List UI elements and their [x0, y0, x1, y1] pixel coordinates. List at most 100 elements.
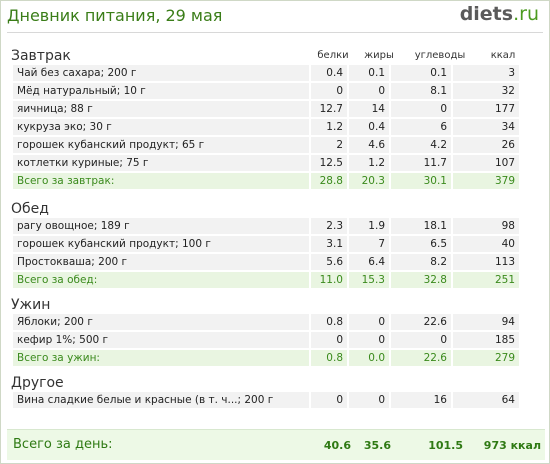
value-kcal: 64: [453, 392, 519, 408]
page-title: Дневник питания, 29 мая: [7, 6, 223, 25]
logo-tld: .ru: [513, 3, 539, 25]
value-protein: 0.8: [311, 350, 347, 366]
food-name: котлетки куриные; 75 г: [13, 155, 309, 171]
value-fat: 14: [349, 101, 389, 117]
section-header: Ужин: [1, 294, 549, 314]
value-protein: 1.2: [311, 119, 347, 135]
section-total-row: Всего за завтрак: 28.8 20.3 30.1 379: [1, 173, 549, 191]
food-name: яичница; 88 г: [13, 101, 309, 117]
food-row[interactable]: кукруза эко; 30 г 1.2 0.4 6 34: [1, 119, 549, 137]
meal-section: Ужин Яблоки; 200 г 0.8 0 22.6 94 кефир 1%; 500…: [1, 294, 549, 368]
food-row[interactable]: Чай без сахара; 200 г 0.4 0.1 0.1 3: [1, 65, 549, 83]
food-row[interactable]: Мёд натуральный; 10 г 0 0 8.1 32: [1, 83, 549, 101]
value-fat: 20.3: [349, 173, 389, 189]
meal-section: Другое Вина сладкие белые и красные (в т.…: [1, 372, 549, 410]
value-protein: 0: [311, 332, 347, 348]
value-kcal: 113: [453, 254, 519, 270]
value-kcal: 251: [453, 272, 519, 288]
value-kcal: 279: [453, 350, 519, 366]
column-header-protein: белки: [317, 50, 349, 61]
meal-section: Обед рагу овощное; 189 г 2.3 1.9 18.1 98 горош…: [1, 198, 549, 290]
section-header: Завтрак белки жиры углеводы ккал: [1, 45, 549, 65]
value-kcal: 3: [453, 65, 519, 81]
value-kcal: 379: [453, 173, 519, 189]
value-fat: 0.1: [349, 65, 389, 81]
value-protein: 11.0: [311, 272, 347, 288]
food-name: Простокваша; 200 г: [13, 254, 309, 270]
column-header-kcal: ккал: [490, 50, 516, 61]
value-carbs: 32.8: [391, 272, 451, 288]
food-row[interactable]: Простокваша; 200 г 5.6 6.4 8.2 113: [1, 254, 549, 272]
value-carbs: 30.1: [391, 173, 451, 189]
value-kcal: 185: [453, 332, 519, 348]
value-protein: 28.8: [311, 173, 347, 189]
food-row[interactable]: горошек кубанский продукт; 65 г 2 4.6 4.2 26: [1, 137, 549, 155]
value-kcal: 98: [453, 218, 519, 234]
section-header: Обед: [1, 198, 549, 218]
value-protein: 3.1: [311, 236, 347, 252]
value-protein: 12.5: [311, 155, 347, 171]
value-carbs: 0: [391, 332, 451, 348]
value-kcal: 107: [453, 155, 519, 171]
food-name: Мёд натуральный; 10 г: [13, 83, 309, 99]
day-total-protein: 40.6: [323, 439, 351, 452]
value-fat: 4.6: [349, 137, 389, 153]
food-name: кукруза эко; 30 г: [13, 119, 309, 135]
food-row[interactable]: яичница; 88 г 12.7 14 0 177: [1, 101, 549, 119]
section-total-label: Всего за обед:: [13, 272, 309, 288]
value-fat: 7: [349, 236, 389, 252]
value-kcal: 40: [453, 236, 519, 252]
logo-main: diets: [459, 3, 514, 25]
food-row[interactable]: котлетки куриные; 75 г 12.5 1.2 11.7 107: [1, 155, 549, 173]
food-row[interactable]: рагу овощное; 189 г 2.3 1.9 18.1 98: [1, 218, 549, 236]
value-carbs: 18.1: [391, 218, 451, 234]
value-fat: 0: [349, 83, 389, 99]
value-kcal: 94: [453, 314, 519, 330]
value-kcal: 32: [453, 83, 519, 99]
food-name: Яблоки; 200 г: [13, 314, 309, 330]
value-protein: 5.6: [311, 254, 347, 270]
value-fat: 1.2: [349, 155, 389, 171]
value-carbs: 4.2: [391, 137, 451, 153]
day-total-kcal: 973 ккал: [483, 439, 541, 452]
meal-section: Завтрак белки жиры углеводы ккал Чай без саха…: [1, 45, 549, 191]
food-row[interactable]: Яблоки; 200 г 0.8 0 22.6 94: [1, 314, 549, 332]
value-fat: 0.0: [349, 350, 389, 366]
food-row[interactable]: горошек кубанский продукт; 100 г 3.1 7 6.5 4…: [1, 236, 549, 254]
value-carbs: 8.2: [391, 254, 451, 270]
section-header: Другое: [1, 372, 549, 392]
section-total-row: Всего за ужин: 0.8 0.0 22.6 279: [1, 350, 549, 368]
value-carbs: 6.5: [391, 236, 451, 252]
value-kcal: 34: [453, 119, 519, 135]
site-logo[interactable]: diets.ru: [460, 3, 539, 25]
day-total-label: Всего за день:: [13, 437, 113, 452]
section-title: Завтрак: [11, 48, 71, 64]
value-fat: 15.3: [349, 272, 389, 288]
section-title: Ужин: [11, 297, 51, 313]
food-row[interactable]: кефир 1%; 500 г 0 0 0 185: [1, 332, 549, 350]
section-title: Другое: [11, 375, 64, 391]
value-carbs: 11.7: [391, 155, 451, 171]
value-carbs: 6: [391, 119, 451, 135]
value-protein: 12.7: [311, 101, 347, 117]
food-name: Вина сладкие белые и красные (в т. ч...;…: [13, 392, 309, 408]
food-row[interactable]: Вина сладкие белые и красные (в т. ч...;…: [1, 392, 549, 410]
day-total-bar: Всего за день: 40.6 35.6 101.5 973 ккал: [7, 429, 545, 460]
value-protein: 0: [311, 392, 347, 408]
value-protein: 0: [311, 83, 347, 99]
value-fat: 0: [349, 314, 389, 330]
value-protein: 2.3: [311, 218, 347, 234]
value-carbs: 0: [391, 101, 451, 117]
day-total-carbs: 101.5: [428, 439, 463, 452]
value-fat: 1.9: [349, 218, 389, 234]
section-total-label: Всего за завтрак:: [13, 173, 309, 189]
value-fat: 0.4: [349, 119, 389, 135]
food-name: рагу овощное; 189 г: [13, 218, 309, 234]
value-protein: 0.4: [311, 65, 347, 81]
value-carbs: 16: [391, 392, 451, 408]
food-name: горошек кубанский продукт; 65 г: [13, 137, 309, 153]
value-carbs: 8.1: [391, 83, 451, 99]
day-total-fat: 35.6: [363, 439, 391, 452]
section-total-row: Всего за обед: 11.0 15.3 32.8 251: [1, 272, 549, 290]
